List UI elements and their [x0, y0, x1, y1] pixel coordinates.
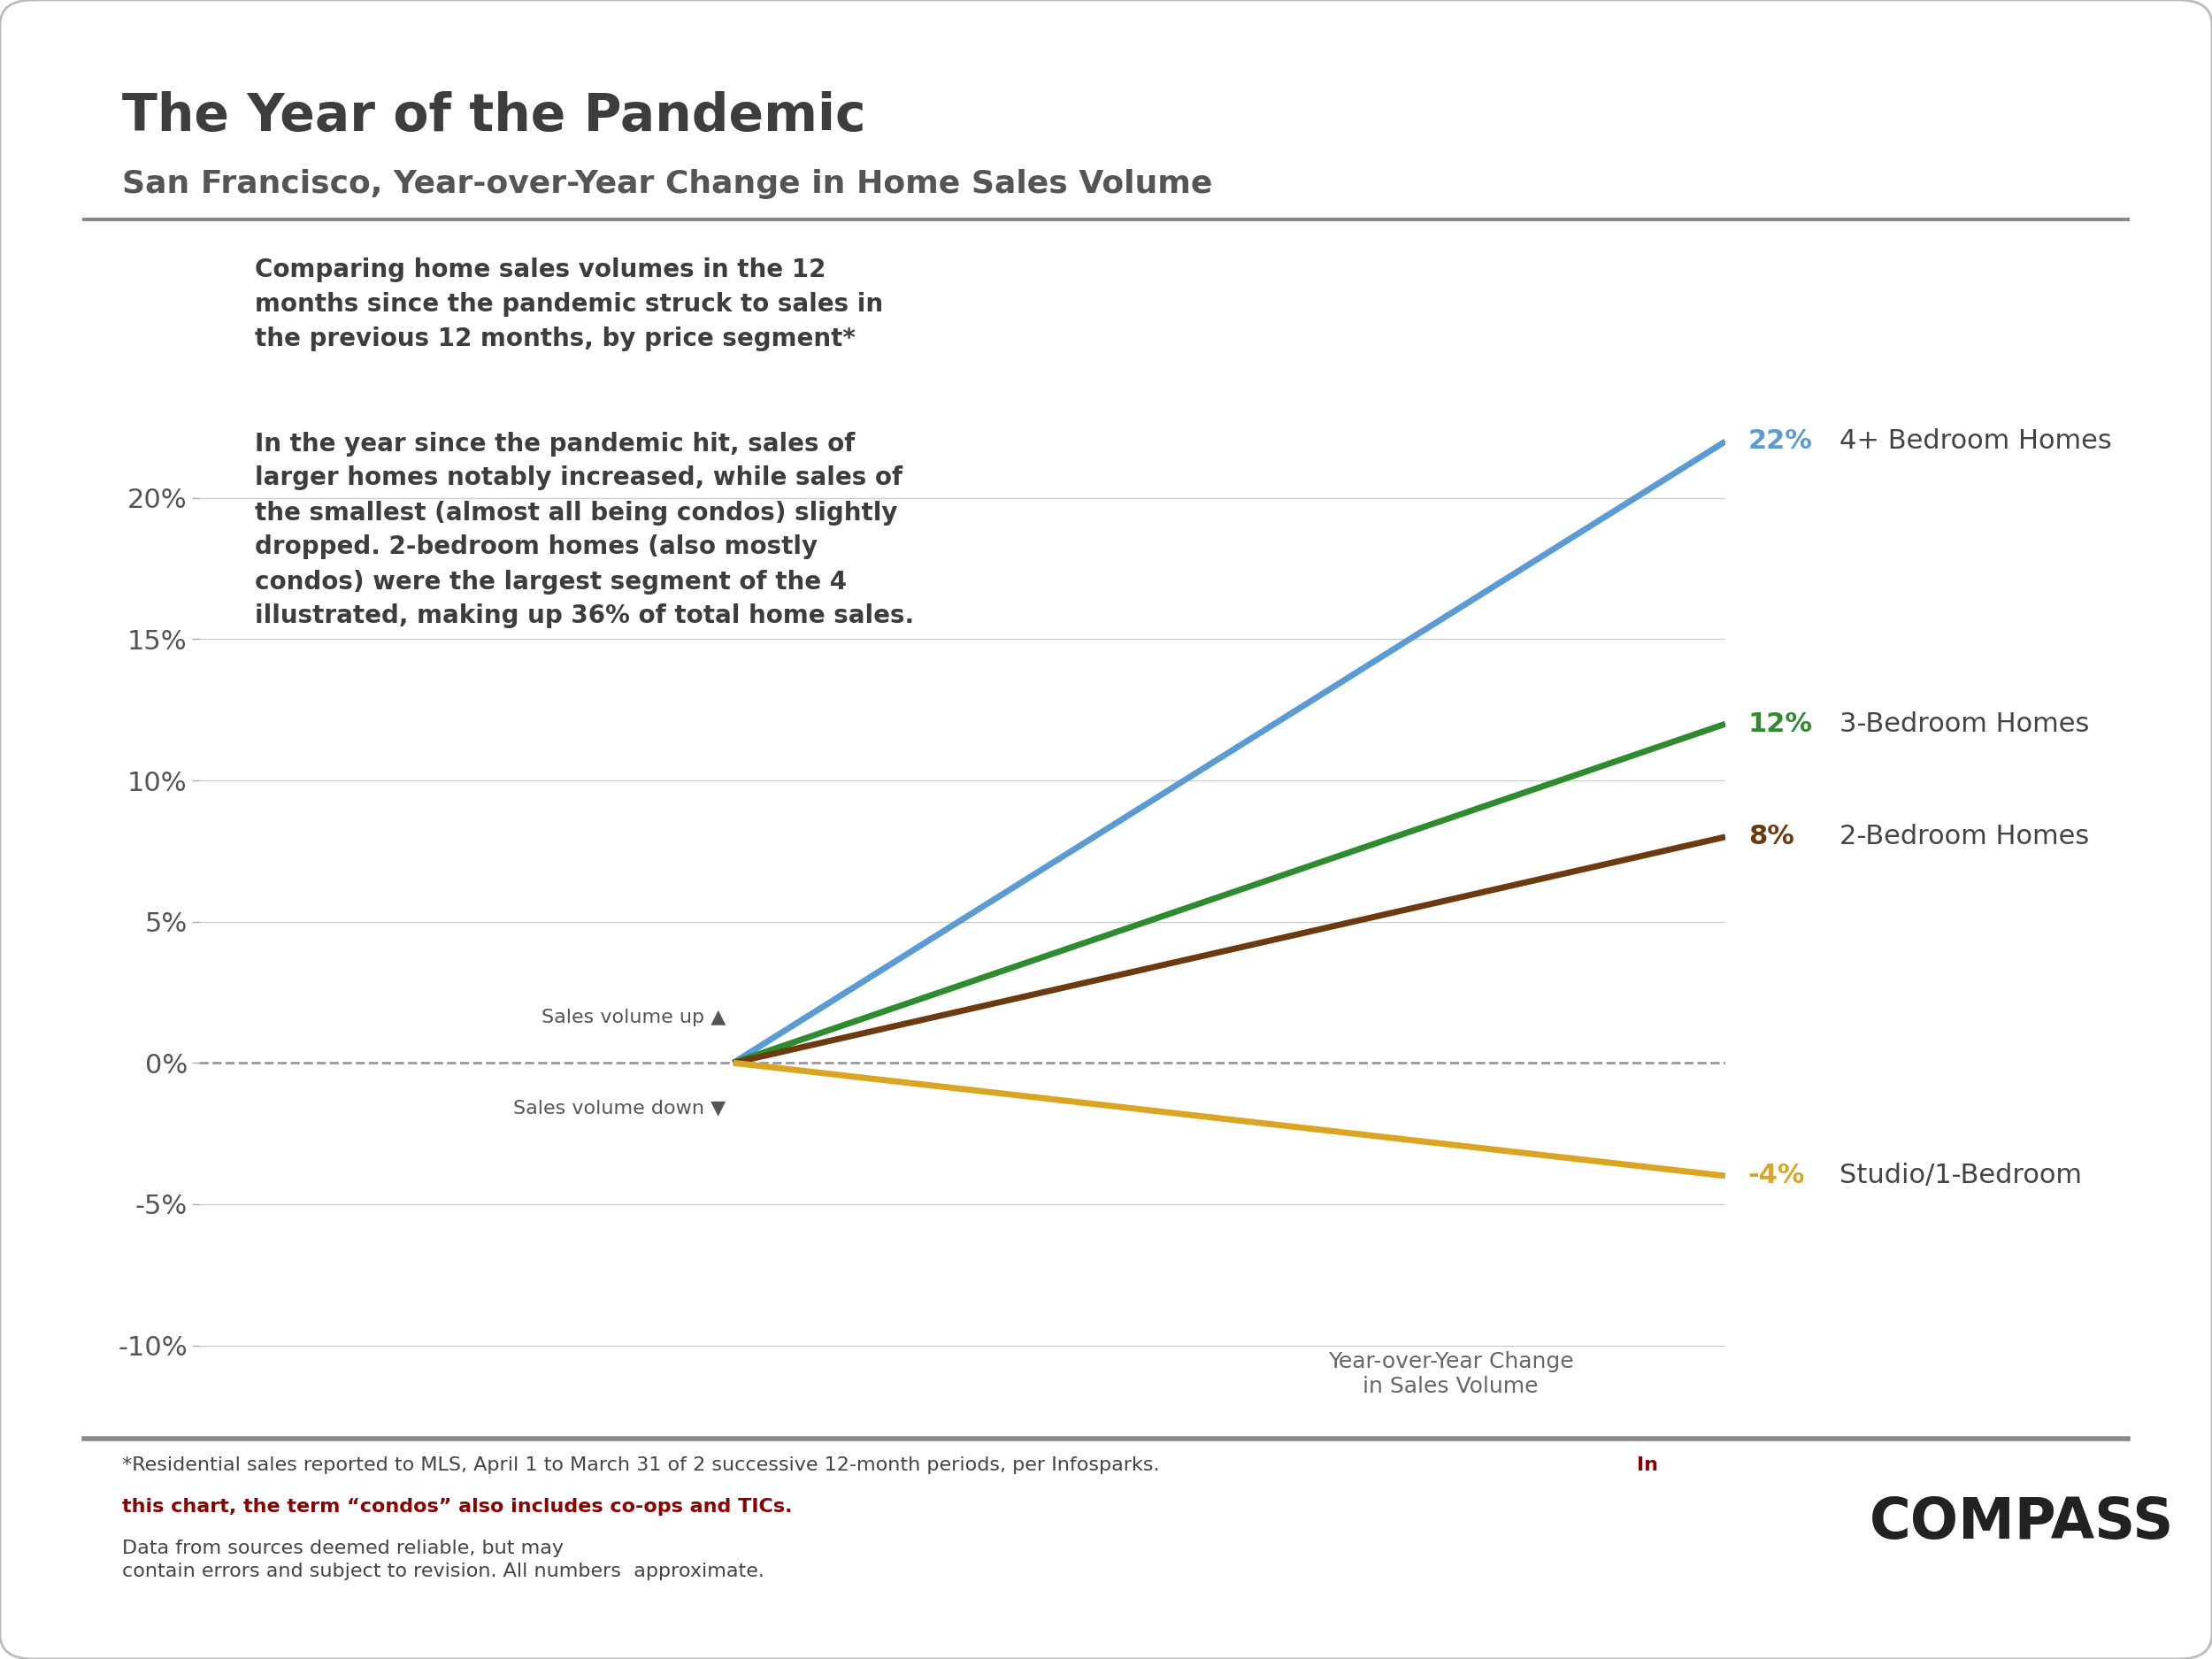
Text: 22%: 22%: [1747, 428, 1812, 455]
Text: 2-Bedroom Homes: 2-Bedroom Homes: [1840, 825, 2090, 849]
Text: Sales volume down ▼: Sales volume down ▼: [513, 1100, 726, 1117]
Text: COMPASS: COMPASS: [1869, 1495, 2174, 1551]
Text: In: In: [1637, 1457, 1659, 1475]
Text: Comparing home sales volumes in the 12
months since the pandemic struck to sales: Comparing home sales volumes in the 12 m…: [254, 257, 883, 352]
Text: Data from sources deemed reliable, but may
contain errors and subject to revisio: Data from sources deemed reliable, but m…: [122, 1540, 763, 1581]
Text: *Residential sales reported to MLS, April 1 to March 31 of 2 successive 12-month: *Residential sales reported to MLS, Apri…: [122, 1457, 1166, 1475]
Text: 3-Bedroom Homes: 3-Bedroom Homes: [1840, 712, 2090, 737]
Text: 8%: 8%: [1747, 825, 1794, 849]
Text: -4%: -4%: [1747, 1163, 1805, 1190]
Text: 12%: 12%: [1747, 712, 1814, 737]
Text: 4+ Bedroom Homes: 4+ Bedroom Homes: [1840, 428, 2112, 455]
Text: Sales volume up ▲: Sales volume up ▲: [542, 1009, 726, 1027]
Text: Studio/1-Bedroom: Studio/1-Bedroom: [1840, 1163, 2081, 1190]
Text: this chart, the term “condos” also includes co-ops and TICs.: this chart, the term “condos” also inclu…: [122, 1498, 799, 1516]
Text: Year-over-Year Change
in Sales Volume: Year-over-Year Change in Sales Volume: [1327, 1350, 1573, 1397]
Text: The Year of the Pandemic: The Year of the Pandemic: [122, 91, 865, 141]
Text: San Francisco, Year-over-Year Change in Home Sales Volume: San Francisco, Year-over-Year Change in …: [122, 169, 1212, 199]
Text: In the year since the pandemic hit, sales of
larger homes notably increased, whi: In the year since the pandemic hit, sale…: [254, 431, 914, 629]
